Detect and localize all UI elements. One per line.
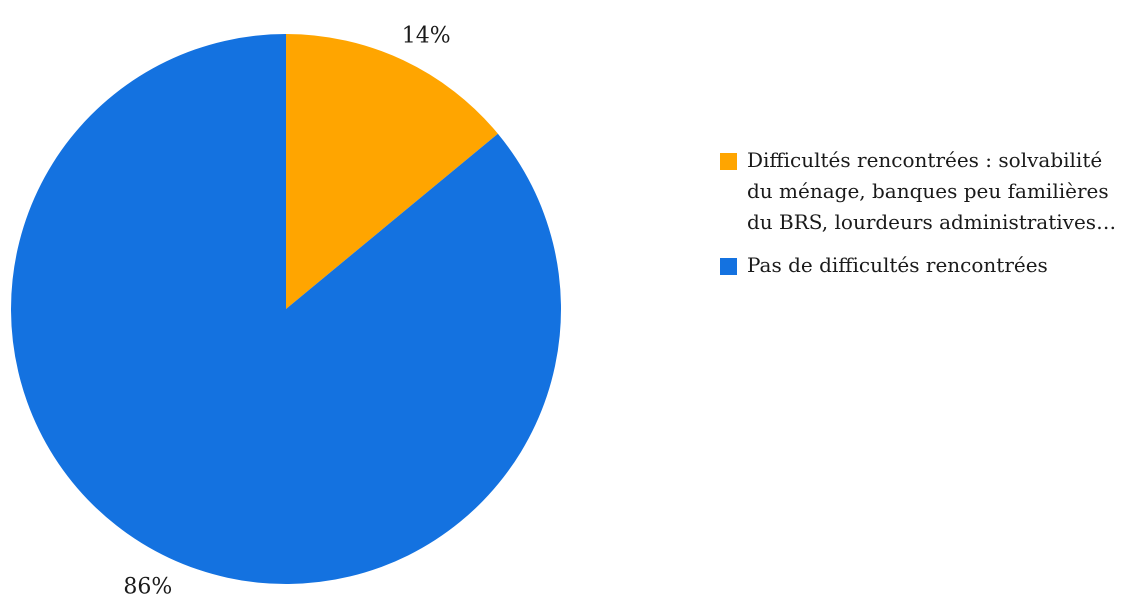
data-label-no-difficulties: 86% [123,574,172,599]
legend-label-difficulties: Difficultés rencontrées : solvabilité du… [747,148,1117,234]
pie-slice-no-difficulties [10,34,561,584]
legend-label-no-difficulties: Pas de difficultés rencontrées [747,253,1048,277]
chart-legend: Difficultés rencontrées : solvabilité du… [720,145,1130,293]
pie-data-labels: 14% 86% [123,24,450,600]
pie-slices [10,34,561,584]
legend-swatch-difficulties [720,153,737,170]
legend-item-no-difficulties: Pas de difficultés rencontrées [720,250,1130,281]
legend-swatch-no-difficulties [720,258,737,275]
legend-item-difficulties: Difficultés rencontrées : solvabilité du… [720,145,1130,238]
data-label-difficulties: 14% [402,24,451,49]
pie-slice-difficulties [286,34,498,309]
